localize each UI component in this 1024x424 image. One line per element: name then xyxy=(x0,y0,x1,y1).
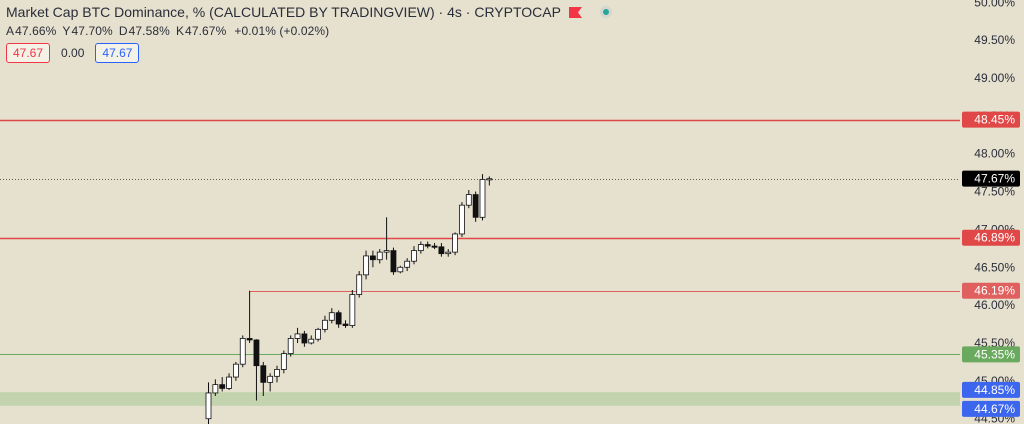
buy-price-button[interactable]: 47.67 xyxy=(95,43,140,63)
candle-body xyxy=(335,312,342,325)
ohlc-value: 47.67% xyxy=(185,24,227,38)
candle-body xyxy=(260,365,267,383)
ohlc-value: 47.58% xyxy=(128,24,170,38)
ohlc-value: 47.66% xyxy=(15,24,57,38)
candle-body xyxy=(397,266,404,273)
candle-body xyxy=(212,384,219,394)
candle-body xyxy=(452,233,459,253)
candle-body xyxy=(390,250,397,273)
ohlc-key: D xyxy=(118,24,128,38)
axis-tick-label: 50.00% xyxy=(974,0,1015,9)
trade-price-row: 47.67 0.00 47.67 xyxy=(6,43,612,63)
chart-header: Market Cap BTC Dominance, % (CALCULATED … xyxy=(6,3,612,63)
ohlc-value: 47.70% xyxy=(71,24,113,38)
symbol-title[interactable]: Market Cap BTC Dominance, % (CALCULATED … xyxy=(6,4,561,20)
candle-body xyxy=(246,338,253,341)
horizontal-levels-layer[interactable] xyxy=(0,119,960,355)
price-change: +0.01% (+0.02%) xyxy=(234,24,330,38)
level-price-tag-bg[interactable] xyxy=(962,282,1020,299)
candle-body xyxy=(219,384,226,389)
candle-body xyxy=(253,339,260,367)
candle-body xyxy=(472,194,479,218)
price-axis[interactable]: 44.50%45.00%45.50%46.00%46.50%47.00%47.5… xyxy=(962,0,1024,424)
candle-body xyxy=(301,333,308,344)
candle-body xyxy=(424,244,431,247)
candle-body xyxy=(315,328,322,340)
candle-body xyxy=(287,338,294,354)
candle-body xyxy=(274,369,280,377)
axis-tick-label: 47.50% xyxy=(974,185,1015,199)
level-price-tag[interactable]: 46.19% xyxy=(974,284,1015,298)
level-price-tag[interactable]: 45.35% xyxy=(974,347,1015,361)
candle-body xyxy=(322,319,328,330)
level-price-tag-bg[interactable] xyxy=(962,111,1020,128)
current-price-tag-bg[interactable] xyxy=(962,170,1020,187)
level-price-tag-bg[interactable] xyxy=(962,346,1020,363)
sell-price-button[interactable]: 47.67 xyxy=(6,43,51,63)
level-price-tag[interactable]: 46.89% xyxy=(974,231,1015,245)
candle-body xyxy=(383,250,390,253)
candle-body xyxy=(328,312,335,321)
candles-layer xyxy=(205,174,493,424)
flag-icon[interactable] xyxy=(568,6,582,18)
candle-body xyxy=(349,294,356,326)
market-status-icon[interactable] xyxy=(599,6,612,18)
candle-body xyxy=(479,179,486,218)
candle-body xyxy=(232,363,239,378)
zone-bottom-tag-bg[interactable] xyxy=(962,400,1020,417)
candle-body xyxy=(438,246,445,255)
zone-bottom-tag[interactable]: 44.67% xyxy=(974,402,1015,416)
current-price-tag[interactable]: 47.67% xyxy=(974,172,1015,186)
ohlc-key: Y xyxy=(62,24,71,38)
candle-body xyxy=(280,353,287,370)
spread-value: 0.00 xyxy=(61,46,85,60)
ohlc-key: K xyxy=(175,24,185,38)
candle-body xyxy=(239,338,246,365)
candle-body xyxy=(226,376,232,389)
candle-body xyxy=(363,255,369,276)
candle-body xyxy=(431,245,438,248)
candle-body xyxy=(411,250,417,262)
level-price-tag-bg[interactable] xyxy=(962,229,1020,246)
candle-body xyxy=(486,178,493,181)
zone-top-tag-bg[interactable] xyxy=(962,381,1020,398)
candle-body xyxy=(445,251,452,255)
candle-body xyxy=(404,260,411,268)
support-zone-layer xyxy=(0,392,960,406)
candle-body xyxy=(342,323,349,326)
level-price-tag[interactable]: 48.45% xyxy=(974,113,1015,127)
candle-body xyxy=(294,333,301,339)
candle-body xyxy=(459,204,465,235)
candle-body xyxy=(465,194,472,206)
title-row: Market Cap BTC Dominance, % (CALCULATED … xyxy=(6,3,612,21)
candle-body xyxy=(356,274,363,295)
axis-tick-label: 49.50% xyxy=(974,33,1015,47)
candle-body xyxy=(267,375,274,383)
axis-tick-label: 46.00% xyxy=(974,298,1015,312)
candle-body xyxy=(308,338,315,344)
axis-tick-label: 48.00% xyxy=(974,147,1015,161)
candle-body xyxy=(417,244,424,252)
ohlc-key: A xyxy=(6,24,15,38)
candle-body xyxy=(376,251,383,261)
ohlc-values: A47.66% Y47.70% D47.58% K47.67% +0.01% (+0.0… xyxy=(6,24,612,39)
axis-tick-label: 49.00% xyxy=(974,71,1015,85)
candle-body xyxy=(205,392,212,420)
zone-top-tag[interactable]: 44.85% xyxy=(974,383,1015,397)
axis-tick-label: 46.50% xyxy=(974,260,1015,274)
support-zone xyxy=(0,392,960,406)
candle-body xyxy=(369,255,376,261)
